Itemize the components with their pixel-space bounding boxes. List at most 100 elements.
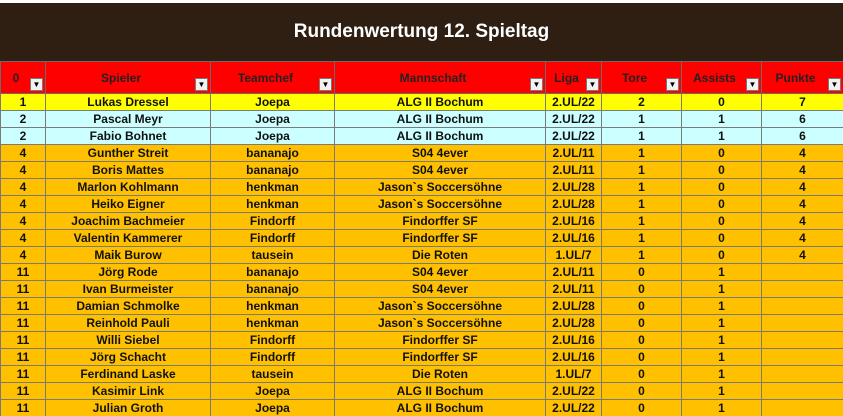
cell-rank[interactable]: 4 <box>0 178 46 196</box>
cell-assists[interactable]: 1 <box>681 127 762 145</box>
cell-tore[interactable]: 0 <box>601 297 682 315</box>
cell-liga[interactable]: 1.UL/7 <box>545 365 602 383</box>
dropdown-arrow-icon[interactable]: ▼ <box>586 78 599 91</box>
cell-tore[interactable]: 1 <box>601 246 682 264</box>
cell-spieler[interactable]: Heiko Eigner <box>45 195 211 213</box>
cell-assists[interactable]: 0 <box>681 229 762 247</box>
cell-assists[interactable]: 1 <box>681 331 762 349</box>
cell-assists[interactable]: 0 <box>681 144 762 162</box>
cell-assists[interactable]: 1 <box>681 297 762 315</box>
cell-mannschaft[interactable]: Die Roten <box>334 246 546 264</box>
cell-liga[interactable]: 2.UL/16 <box>545 229 602 247</box>
cell-rank[interactable]: 11 <box>0 365 46 383</box>
cell-punkte[interactable] <box>761 297 843 315</box>
cell-spieler[interactable]: Valentin Kammerer <box>45 229 211 247</box>
cell-liga[interactable]: 2.UL/11 <box>545 280 602 298</box>
dropdown-arrow-icon[interactable]: ▼ <box>30 78 43 91</box>
cell-teamchef[interactable]: henkman <box>210 195 335 213</box>
cell-mannschaft[interactable]: Jason`s Soccersöhne <box>334 178 546 196</box>
cell-teamchef[interactable]: henkman <box>210 297 335 315</box>
cell-spieler[interactable]: Reinhold Pauli <box>45 314 211 332</box>
cell-rank[interactable]: 1 <box>0 93 46 111</box>
cell-rank[interactable]: 11 <box>0 280 46 298</box>
cell-mannschaft[interactable]: ALG II Bochum <box>334 110 546 128</box>
cell-rank[interactable]: 4 <box>0 144 46 162</box>
dropdown-arrow-icon[interactable]: ▼ <box>530 78 543 91</box>
cell-teamchef[interactable]: tausein <box>210 365 335 383</box>
cell-punkte[interactable]: 4 <box>761 195 843 213</box>
cell-spieler[interactable]: Ferdinand Laske <box>45 365 211 383</box>
cell-assists[interactable]: 1 <box>681 280 762 298</box>
cell-spieler[interactable]: Maik Burow <box>45 246 211 264</box>
cell-rank[interactable]: 11 <box>0 382 46 400</box>
cell-tore[interactable]: 2 <box>601 93 682 111</box>
cell-rank[interactable]: 4 <box>0 195 46 213</box>
cell-tore[interactable]: 1 <box>601 110 682 128</box>
cell-punkte[interactable] <box>761 280 843 298</box>
dropdown-arrow-icon[interactable]: ▼ <box>746 78 759 91</box>
dropdown-arrow-icon[interactable]: ▼ <box>828 78 841 91</box>
cell-teamchef[interactable]: Joepa <box>210 110 335 128</box>
cell-tore[interactable]: 0 <box>601 382 682 400</box>
cell-tore[interactable]: 1 <box>601 161 682 179</box>
cell-mannschaft[interactable]: ALG II Bochum <box>334 127 546 145</box>
cell-mannschaft[interactable]: Jason`s Soccersöhne <box>334 195 546 213</box>
cell-rank[interactable]: 4 <box>0 161 46 179</box>
cell-punkte[interactable]: 4 <box>761 229 843 247</box>
cell-tore[interactable]: 0 <box>601 280 682 298</box>
cell-assists[interactable]: 1 <box>681 263 762 281</box>
cell-punkte[interactable] <box>761 331 843 349</box>
cell-spieler[interactable]: Gunther Streit <box>45 144 211 162</box>
cell-rank[interactable]: 11 <box>0 399 46 416</box>
cell-liga[interactable]: 2.UL/28 <box>545 314 602 332</box>
cell-rank[interactable]: 11 <box>0 297 46 315</box>
cell-teamchef[interactable]: Joepa <box>210 93 335 111</box>
cell-mannschaft[interactable]: S04 4ever <box>334 263 546 281</box>
cell-teamchef[interactable]: Findorff <box>210 331 335 349</box>
cell-punkte[interactable] <box>761 399 843 416</box>
cell-punkte[interactable]: 4 <box>761 144 843 162</box>
cell-tore[interactable]: 1 <box>601 127 682 145</box>
cell-spieler[interactable]: Jörg Rode <box>45 263 211 281</box>
cell-teamchef[interactable]: bananajo <box>210 280 335 298</box>
cell-mannschaft[interactable]: ALG II Bochum <box>334 93 546 111</box>
cell-rank[interactable]: 11 <box>0 314 46 332</box>
cell-punkte[interactable]: 4 <box>761 212 843 230</box>
cell-spieler[interactable]: Pascal Meyr <box>45 110 211 128</box>
cell-liga[interactable]: 2.UL/16 <box>545 212 602 230</box>
cell-liga[interactable]: 2.UL/11 <box>545 263 602 281</box>
cell-spieler[interactable]: Marlon Kohlmann <box>45 178 211 196</box>
cell-punkte[interactable] <box>761 365 843 383</box>
cell-tore[interactable]: 1 <box>601 195 682 213</box>
cell-assists[interactable]: 0 <box>681 195 762 213</box>
cell-punkte[interactable]: 4 <box>761 161 843 179</box>
dropdown-arrow-icon[interactable]: ▼ <box>319 78 332 91</box>
cell-punkte[interactable]: 6 <box>761 110 843 128</box>
cell-liga[interactable]: 2.UL/28 <box>545 195 602 213</box>
cell-rank[interactable]: 2 <box>0 110 46 128</box>
cell-mannschaft[interactable]: S04 4ever <box>334 161 546 179</box>
cell-tore[interactable]: 1 <box>601 144 682 162</box>
cell-spieler[interactable]: Boris Mattes <box>45 161 211 179</box>
cell-liga[interactable]: 2.UL/22 <box>545 382 602 400</box>
cell-punkte[interactable] <box>761 382 843 400</box>
cell-teamchef[interactable]: Joepa <box>210 127 335 145</box>
cell-punkte[interactable] <box>761 348 843 366</box>
cell-liga[interactable]: 2.UL/22 <box>545 110 602 128</box>
dropdown-arrow-icon[interactable]: ▼ <box>666 78 679 91</box>
cell-rank[interactable]: 4 <box>0 246 46 264</box>
cell-liga[interactable]: 2.UL/16 <box>545 348 602 366</box>
cell-spieler[interactable]: Lukas Dressel <box>45 93 211 111</box>
cell-assists[interactable]: 0 <box>681 93 762 111</box>
cell-liga[interactable]: 1.UL/7 <box>545 246 602 264</box>
cell-spieler[interactable]: Jörg Schacht <box>45 348 211 366</box>
cell-tore[interactable]: 0 <box>601 365 682 383</box>
cell-spieler[interactable]: Willi Siebel <box>45 331 211 349</box>
cell-punkte[interactable]: 6 <box>761 127 843 145</box>
cell-rank[interactable]: 2 <box>0 127 46 145</box>
cell-mannschaft[interactable]: Jason`s Soccersöhne <box>334 297 546 315</box>
cell-punkte[interactable] <box>761 263 843 281</box>
cell-liga[interactable]: 2.UL/16 <box>545 331 602 349</box>
cell-mannschaft[interactable]: Jason`s Soccersöhne <box>334 314 546 332</box>
cell-teamchef[interactable]: Findorff <box>210 229 335 247</box>
